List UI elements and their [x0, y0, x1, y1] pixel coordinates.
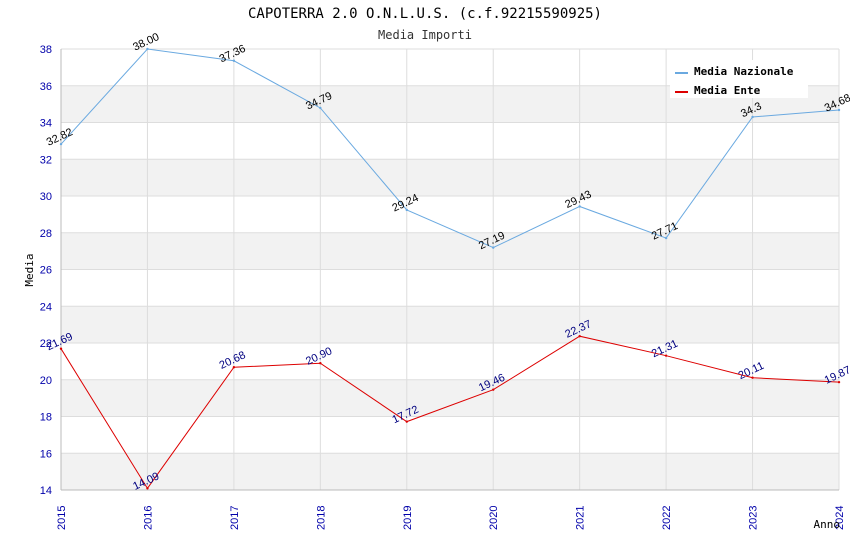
series-line-media-ente [60, 335, 840, 490]
y-tick-label: 38 [40, 44, 52, 56]
axes [60, 49, 839, 491]
data-point [751, 376, 754, 379]
data-point [837, 380, 841, 384]
data-point [578, 335, 581, 338]
legend-label-media-nazionale: Media Nazionale [694, 65, 794, 78]
x-tick-label: 2016 [142, 506, 154, 530]
x-tick-label: 2022 [661, 506, 673, 530]
y-tick-label: 22 [40, 338, 52, 350]
y-tick-label: 32 [40, 154, 52, 166]
data-point [492, 246, 495, 249]
plot-band [61, 159, 839, 196]
series-line-media-nazionale [60, 48, 840, 249]
plot-band [61, 232, 839, 270]
x-tick-label: 2019 [402, 506, 414, 530]
series-lines [59, 47, 841, 490]
plot-band [61, 453, 839, 490]
plot-band [61, 196, 839, 233]
y-axis-label: Media [23, 253, 36, 286]
data-point [232, 59, 236, 62]
data-point [319, 106, 322, 110]
y-tick-label: 18 [40, 412, 52, 424]
y-tick-label: 24 [40, 301, 52, 313]
plot-band [61, 306, 839, 343]
chart-title: CAPOTERRA 2.0 O.N.L.U.S. (c.f.9221559092… [248, 6, 602, 22]
data-point [232, 366, 236, 369]
plot-band [61, 343, 839, 380]
x-tick-label: 2020 [488, 506, 500, 530]
plot-band [61, 122, 839, 160]
data-point [146, 487, 149, 490]
y-tick-label: 36 [40, 81, 52, 93]
data-point [319, 362, 322, 365]
y-tick-labels: 14 16 18 20 22 24 26 28 30 32 34 36 38 [40, 44, 52, 497]
plot-band [61, 379, 839, 417]
data-point [751, 115, 754, 119]
legend: Media Nazionale Media Ente [670, 60, 808, 98]
x-axis-label: Anno [814, 518, 841, 531]
data-point [405, 420, 408, 423]
x-tick-label: 2023 [748, 506, 760, 530]
plot-band [61, 269, 839, 307]
data-point [578, 205, 581, 208]
data-point [492, 388, 495, 391]
y-tick-label: 28 [40, 228, 52, 240]
plot-band [61, 416, 839, 454]
data-point [837, 108, 841, 112]
x-tick-label: 2017 [229, 506, 241, 530]
legend-label-media-ente: Media Ente [694, 84, 761, 97]
y-tick-label: 34 [40, 118, 52, 130]
x-tick-label: 2015 [56, 506, 68, 530]
data-point [664, 354, 668, 357]
gridlines [60, 48, 840, 491]
y-tick-label: 20 [40, 375, 52, 387]
legend-box [670, 60, 808, 98]
x-tick-label: 2024 [834, 506, 846, 530]
x-tick-label: 2021 [575, 506, 587, 530]
data-point [146, 47, 149, 51]
y-tick-label: 26 [40, 265, 52, 277]
x-tick-labels: 2015 2016 2017 2018 2019 2020 2021 2022 2023 2024 [56, 506, 846, 530]
plot-background-bands [61, 49, 839, 490]
chart-subtitle: Media Importi [378, 28, 472, 42]
data-point [664, 236, 668, 240]
y-tick-label: 14 [40, 485, 52, 497]
y-tick-label: 30 [40, 191, 52, 203]
data-point [59, 347, 63, 350]
x-tick-label: 2018 [315, 506, 327, 530]
data-point [59, 142, 63, 146]
data-point [405, 208, 408, 212]
y-tick-label: 16 [40, 448, 52, 460]
